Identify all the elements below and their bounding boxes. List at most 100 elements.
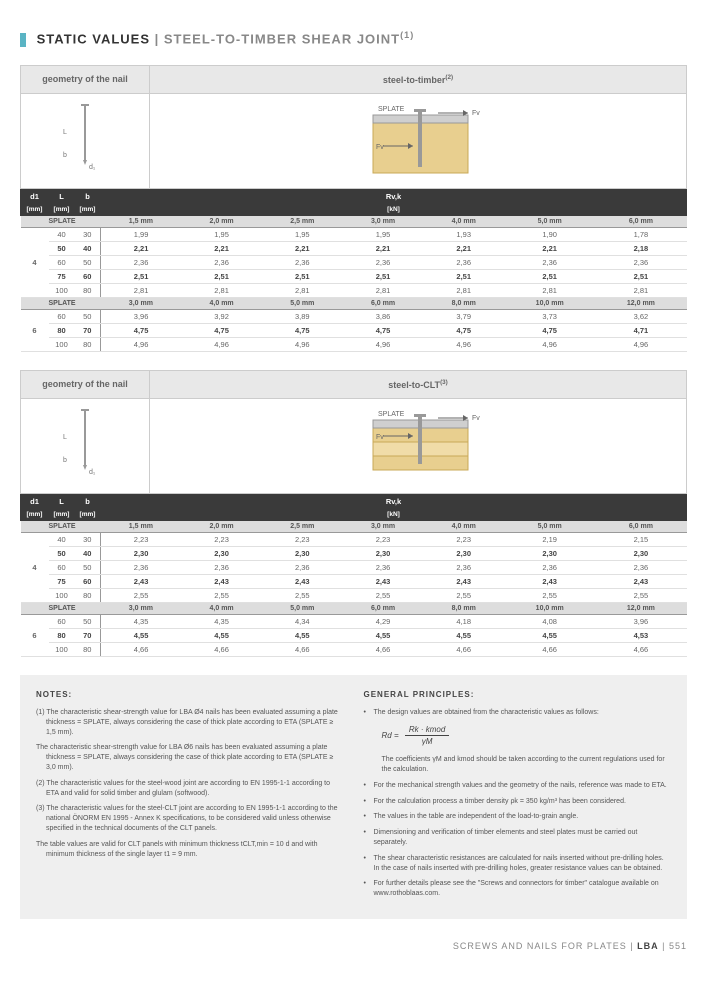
rvk-value: 3,89 xyxy=(262,309,343,323)
b-value: 70 xyxy=(75,323,101,337)
steel-to-timber-diagram: SPLATE Fv Fv xyxy=(150,94,687,189)
d1-value: 6 xyxy=(21,309,49,351)
b-value: 80 xyxy=(75,337,101,351)
rvk-value: 2,81 xyxy=(262,283,343,297)
rvk-value: 2,23 xyxy=(262,532,343,546)
splate-unit: 5,0 mm xyxy=(262,297,343,309)
rvk-value: 4,75 xyxy=(181,323,262,337)
rvk-value: 2,43 xyxy=(343,574,424,588)
splate-label: SPLATE xyxy=(21,297,101,309)
splate-unit: 5,0 mm xyxy=(262,602,343,614)
note-item: (2) The characteristic values for the st… xyxy=(36,779,344,799)
splate-unit: 5,0 mm xyxy=(504,215,595,227)
rvk-value: 2,36 xyxy=(504,255,595,269)
b-value: 50 xyxy=(75,560,101,574)
section-steel-to-clt: geometry of the nail steel-to-CLT(3) Lbd… xyxy=(20,370,687,657)
rvk-value: 4,96 xyxy=(262,337,343,351)
splate-unit: 6,0 mm xyxy=(343,602,424,614)
rvk-value: 4,55 xyxy=(101,628,182,642)
rvk-value: 2,51 xyxy=(181,269,262,283)
rvk-value: 1,90 xyxy=(504,227,595,241)
splate-unit: 2,5 mm xyxy=(262,520,343,532)
splate-unit: 3,0 mm xyxy=(101,602,182,614)
rvk-value: 2,21 xyxy=(181,241,262,255)
b-value: 60 xyxy=(75,574,101,588)
L-value: 100 xyxy=(49,283,75,297)
L-value: 50 xyxy=(49,546,75,560)
splate-unit: 5,0 mm xyxy=(504,520,595,532)
title-separator: | xyxy=(155,31,164,46)
rvk-value: 1,78 xyxy=(595,227,686,241)
rvk-value: 2,30 xyxy=(343,546,424,560)
L-value: 60 xyxy=(49,614,75,628)
splate-unit: 4,0 mm xyxy=(181,297,262,309)
splate-label: SPLATE xyxy=(21,602,101,614)
table-steel-to-clt: d1 L b Rv,k [mm] [mm] [mm] [kN] SPLATE1,… xyxy=(20,494,687,657)
note-item: (1) The characteristic shear-strength va… xyxy=(36,708,344,737)
b-value: 40 xyxy=(75,546,101,560)
rvk-value: 4,75 xyxy=(262,323,343,337)
rvk-value: 2,51 xyxy=(595,269,686,283)
rvk-value: 2,43 xyxy=(504,574,595,588)
L-value: 60 xyxy=(49,560,75,574)
rvk-value: 2,43 xyxy=(181,574,262,588)
stc-svg: SPLATE Fv Fv xyxy=(338,406,498,486)
rvk-value: 4,96 xyxy=(595,337,686,351)
rvk-value: 2,36 xyxy=(343,560,424,574)
note-item: (3) The characteristic values for the st… xyxy=(36,804,344,833)
rvk-value: 4,18 xyxy=(423,614,504,628)
title-sub: STEEL-TO-TIMBER SHEAR JOINT xyxy=(164,31,400,46)
rvk-value: 2,55 xyxy=(343,588,424,602)
b-value: 50 xyxy=(75,614,101,628)
svg-text:Fv: Fv xyxy=(472,110,480,117)
design-formula: Rd = Rk · kmod γM xyxy=(382,724,672,747)
b-value: 60 xyxy=(75,269,101,283)
rvk-value: 2,36 xyxy=(101,255,182,269)
rvk-value: 2,81 xyxy=(595,283,686,297)
rvk-value: 2,36 xyxy=(181,255,262,269)
splate-unit: 3,0 mm xyxy=(101,297,182,309)
splate-unit: 3,0 mm xyxy=(343,520,424,532)
notes-title: NOTES: xyxy=(36,689,344,700)
splate-unit: 1,5 mm xyxy=(101,520,182,532)
rvk-value: 2,18 xyxy=(595,241,686,255)
principle-item: The shear characteristic resistances are… xyxy=(364,854,672,874)
rvk-value: 4,34 xyxy=(262,614,343,628)
notes-section: NOTES: (1) The characteristic shear-stre… xyxy=(20,675,687,919)
rvk-value: 2,43 xyxy=(262,574,343,588)
splate-unit: 8,0 mm xyxy=(423,297,504,309)
svg-text:Fv: Fv xyxy=(472,415,480,422)
b-value: 40 xyxy=(75,241,101,255)
L-value: 60 xyxy=(49,309,75,323)
L-value: 80 xyxy=(49,628,75,642)
rvk-value: 2,21 xyxy=(262,241,343,255)
rvk-value: 2,55 xyxy=(262,588,343,602)
nail-geometry-diagram: Lbd₁ xyxy=(20,94,150,189)
rvk-value: 4,66 xyxy=(343,642,424,656)
L-value: 100 xyxy=(49,588,75,602)
geometry-header: geometry of the nail xyxy=(20,65,150,94)
rvk-value: 4,55 xyxy=(423,628,504,642)
principle-item: For the mechanical strength values and t… xyxy=(364,781,672,791)
rvk-value: 4,66 xyxy=(101,642,182,656)
rvk-value: 3,92 xyxy=(181,309,262,323)
rvk-value: 2,36 xyxy=(101,560,182,574)
rvk-value: 2,51 xyxy=(423,269,504,283)
rvk-value: 3,96 xyxy=(595,614,686,628)
rvk-value: 2,30 xyxy=(595,546,686,560)
rvk-value: 3,62 xyxy=(595,309,686,323)
rvk-value: 4,66 xyxy=(262,642,343,656)
section-steel-to-timber: geometry of the nail steel-to-timber(2) … xyxy=(20,65,687,352)
rvk-value: 4,96 xyxy=(181,337,262,351)
splate-unit: 4,0 mm xyxy=(181,602,262,614)
rvk-value: 4,75 xyxy=(343,323,424,337)
L-value: 40 xyxy=(49,532,75,546)
rvk-value: 4,96 xyxy=(343,337,424,351)
rvk-value: 3,96 xyxy=(101,309,182,323)
d1-value: 4 xyxy=(21,227,49,297)
splate-unit: 3,0 mm xyxy=(343,215,424,227)
rvk-value: 2,23 xyxy=(423,532,504,546)
principle-item: Dimensioning and verification of timber … xyxy=(364,828,672,848)
rvk-value: 4,66 xyxy=(181,642,262,656)
principle-item: For further details please see the "Scre… xyxy=(364,879,672,899)
